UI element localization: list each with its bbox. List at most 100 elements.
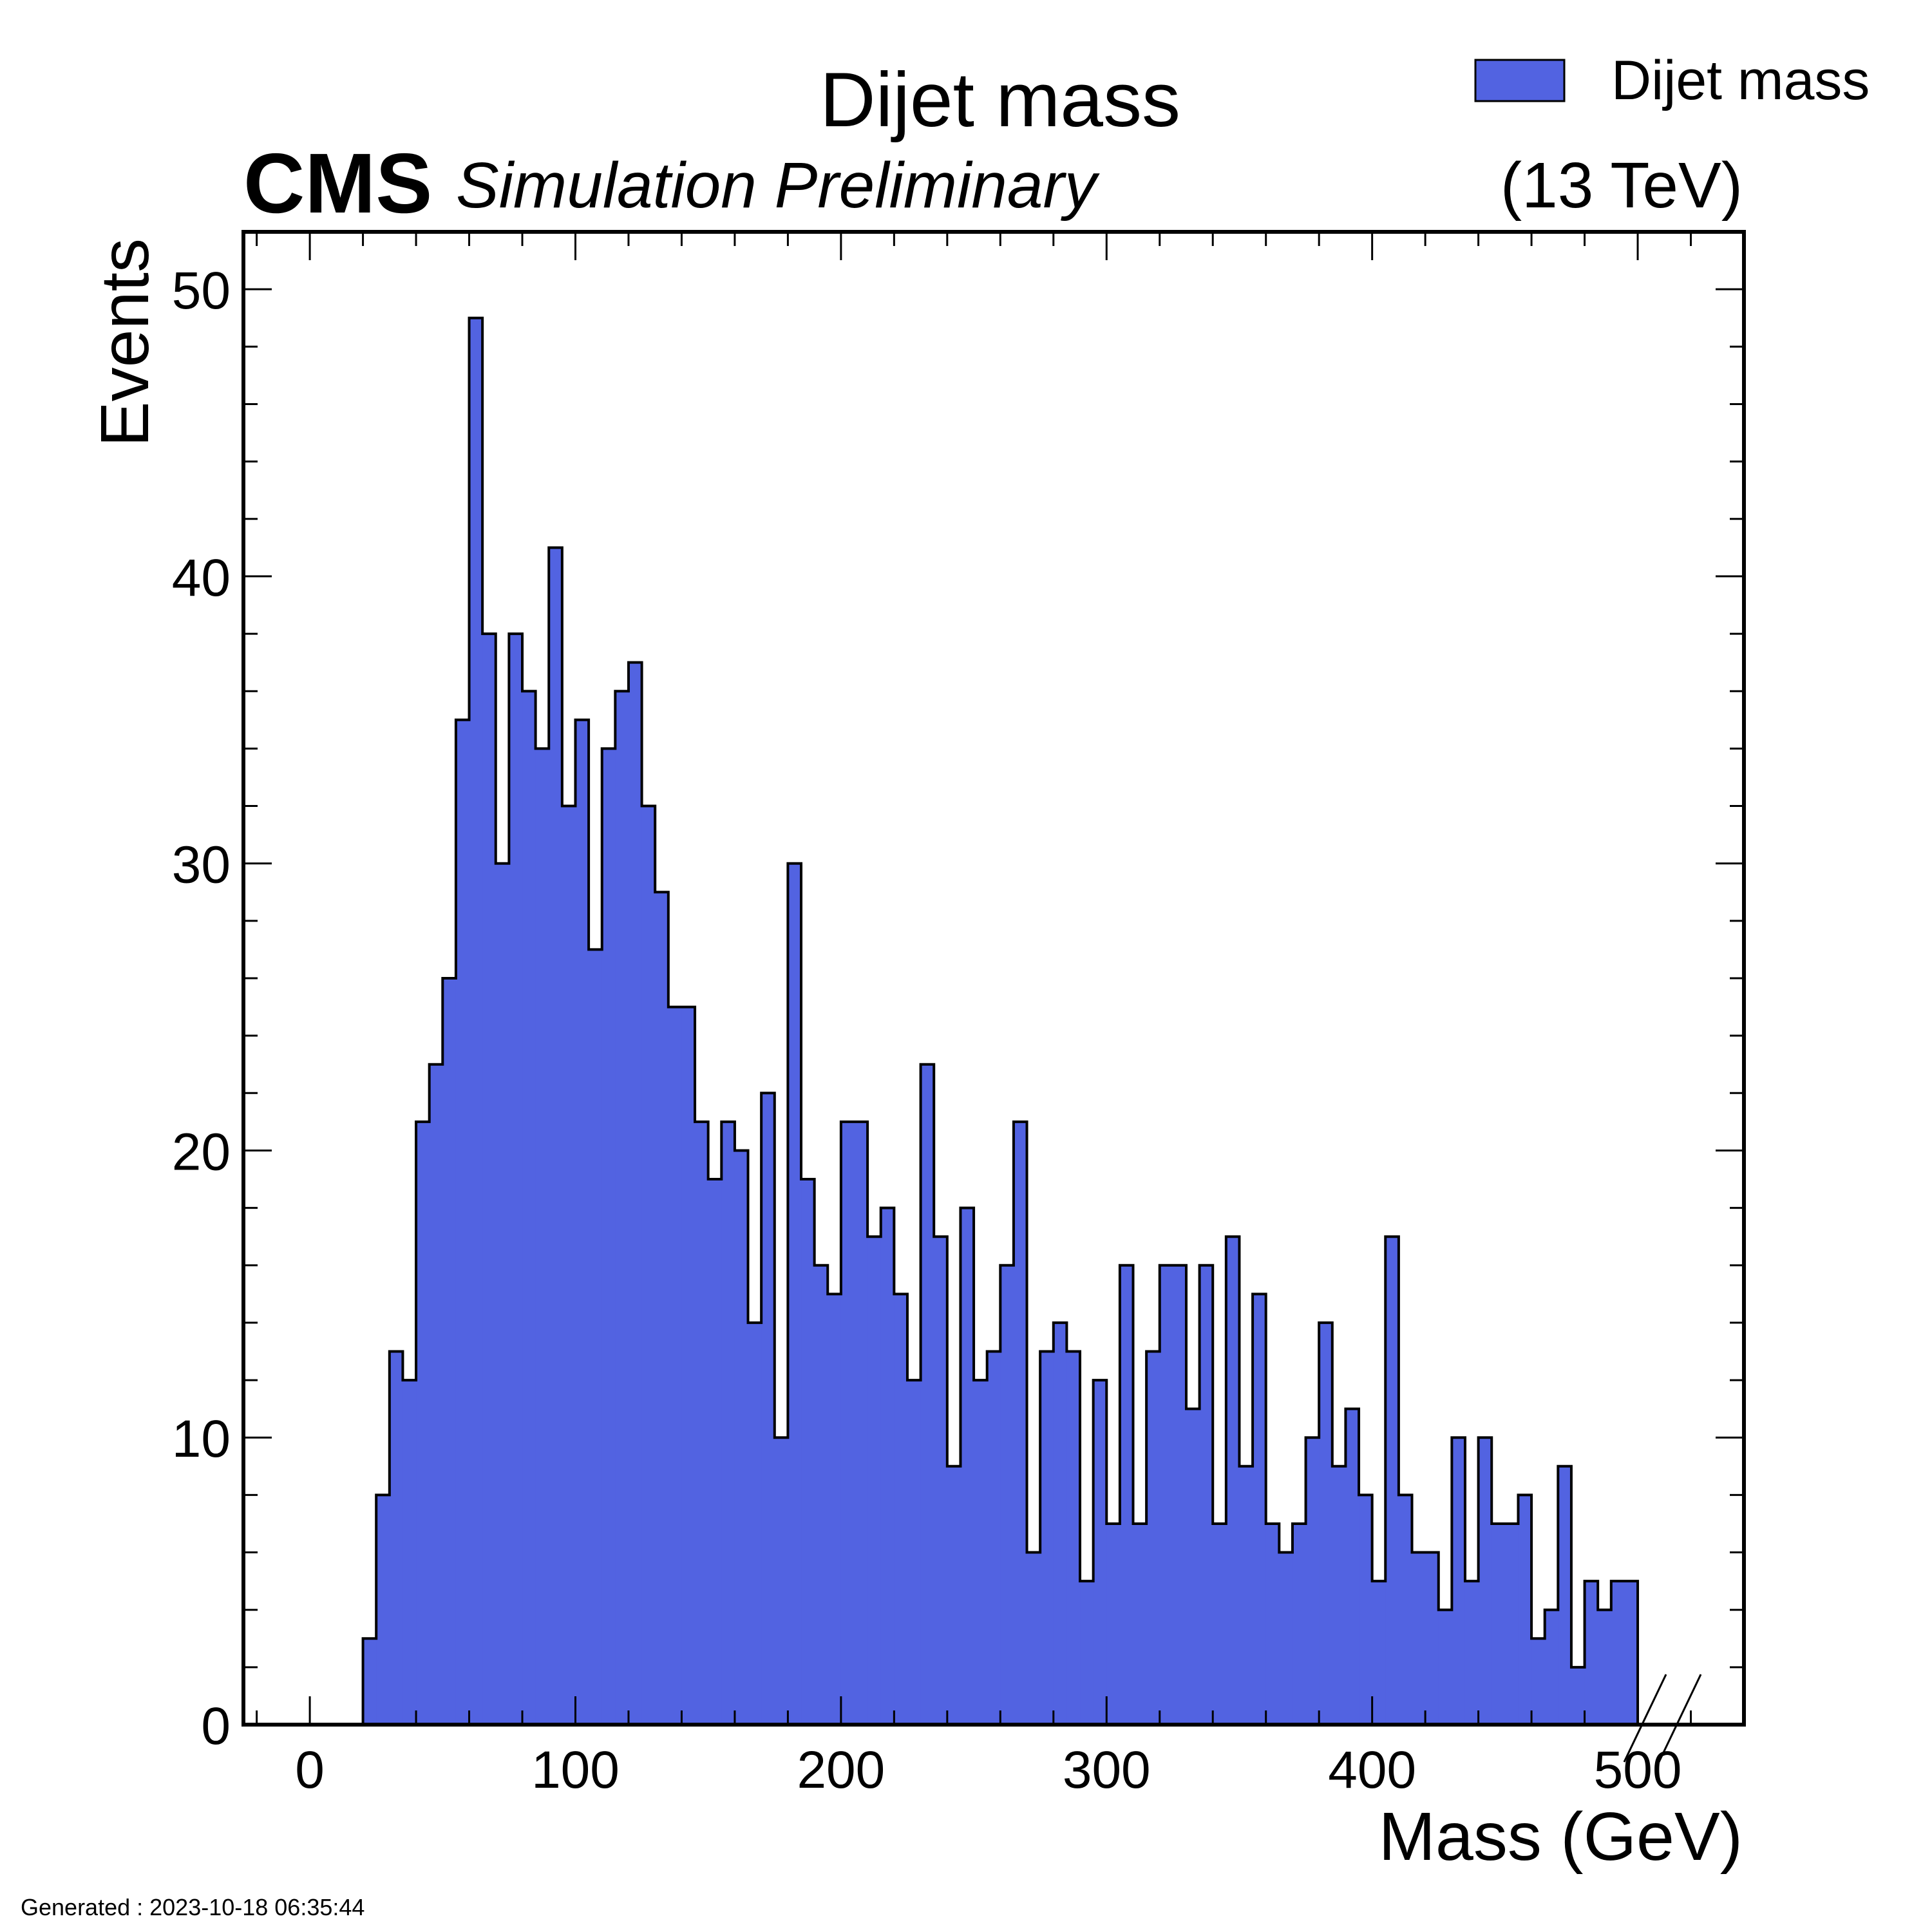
energy-label: (13 TeV) bbox=[1501, 149, 1743, 222]
histogram-bar bbox=[668, 1007, 683, 1725]
histogram-bar bbox=[1598, 1609, 1612, 1725]
x-tick-label: 300 bbox=[1063, 1741, 1151, 1799]
histogram-bar bbox=[1186, 1408, 1200, 1725]
histogram-bar bbox=[469, 317, 483, 1725]
histogram-bar bbox=[681, 1007, 696, 1725]
histogram-bar bbox=[1159, 1265, 1173, 1725]
histogram-bar bbox=[1412, 1552, 1426, 1725]
histogram-bar bbox=[363, 1638, 377, 1725]
histogram-bars bbox=[363, 317, 1638, 1725]
histogram-bar bbox=[1173, 1265, 1187, 1725]
histogram-bar bbox=[522, 691, 536, 1725]
histogram-bar bbox=[920, 1064, 934, 1725]
histogram-bar bbox=[1385, 1236, 1399, 1725]
histogram-bar bbox=[1093, 1380, 1107, 1725]
histogram-bar bbox=[814, 1265, 828, 1725]
histogram-bar bbox=[535, 748, 549, 1725]
y-axis-ticks bbox=[243, 231, 1744, 1726]
histogram-bar bbox=[828, 1294, 842, 1725]
histogram-outline bbox=[361, 316, 1640, 1725]
legend-swatch bbox=[1474, 59, 1566, 102]
histogram-bar bbox=[509, 634, 523, 1725]
histogram-bar bbox=[1239, 1466, 1253, 1725]
y-tick-label: 20 bbox=[172, 1122, 231, 1181]
histogram-bar bbox=[1464, 1581, 1479, 1725]
histogram-bar bbox=[1279, 1552, 1293, 1725]
generated-timestamp: Generated : 2023-10-18 06:35:44 bbox=[21, 1894, 365, 1920]
chart-title: Dijet mass bbox=[820, 57, 1180, 143]
y-tick-label: 50 bbox=[172, 261, 231, 320]
histogram-bar bbox=[934, 1236, 948, 1725]
histogram-bar bbox=[1080, 1581, 1094, 1725]
histogram-bar bbox=[549, 547, 563, 1725]
histogram-bar bbox=[589, 949, 603, 1725]
histogram-bar bbox=[1452, 1437, 1466, 1725]
histogram-bar bbox=[1226, 1236, 1240, 1725]
histogram-bar bbox=[1571, 1667, 1586, 1725]
axis-break-marks bbox=[1623, 1674, 1702, 1763]
histogram-bar bbox=[1319, 1322, 1333, 1725]
histogram-bar bbox=[748, 1322, 762, 1725]
histogram-bar bbox=[389, 1351, 404, 1725]
histogram-bar bbox=[1531, 1638, 1546, 1725]
histogram-bar bbox=[1066, 1351, 1081, 1725]
histogram-bar bbox=[601, 748, 616, 1725]
x-tick-label: 400 bbox=[1328, 1741, 1416, 1799]
histogram-bar bbox=[695, 1121, 709, 1725]
legend-label: Dijet mass bbox=[1611, 50, 1870, 111]
histogram-bar bbox=[1544, 1609, 1558, 1725]
histogram-bar bbox=[1199, 1265, 1213, 1725]
histogram-bar bbox=[1504, 1523, 1519, 1725]
histogram-bar bbox=[402, 1380, 417, 1725]
histogram-bar bbox=[1584, 1581, 1598, 1725]
histogram-bar bbox=[1305, 1437, 1320, 1725]
histogram-bar bbox=[1332, 1466, 1347, 1725]
histogram-bar bbox=[761, 1093, 775, 1725]
histogram-bar bbox=[960, 1208, 974, 1725]
x-tick-label: 0 bbox=[295, 1741, 325, 1799]
y-tick-label: 10 bbox=[172, 1410, 231, 1468]
histogram-bar bbox=[575, 719, 589, 1725]
histogram-bar bbox=[1040, 1351, 1054, 1725]
y-tick-label: 30 bbox=[172, 836, 231, 895]
histogram-bar bbox=[1359, 1495, 1373, 1725]
histogram-bar bbox=[907, 1380, 922, 1725]
y-tick-label: 0 bbox=[201, 1697, 231, 1756]
x-tick-label: 200 bbox=[797, 1741, 885, 1799]
histogram-bar bbox=[455, 719, 470, 1725]
x-tick-label: 500 bbox=[1594, 1741, 1682, 1799]
experiment-label: CMS bbox=[243, 136, 432, 231]
x-axis-tick-labels: 0 100 200 300 400 500 bbox=[295, 1741, 1681, 1799]
histogram-bar bbox=[1119, 1265, 1134, 1725]
histogram-bar bbox=[1478, 1437, 1492, 1725]
histogram-bar bbox=[854, 1121, 868, 1725]
histogram-bar bbox=[987, 1351, 1001, 1725]
histogram-bar bbox=[562, 806, 576, 1725]
histogram-bar bbox=[1133, 1523, 1147, 1725]
y-axis-tick-labels: 0 10 20 30 40 50 bbox=[172, 261, 231, 1756]
histogram-bar bbox=[1053, 1322, 1068, 1725]
x-axis-label: Mass (GeV) bbox=[1379, 1799, 1743, 1875]
histogram-bar bbox=[1558, 1466, 1572, 1725]
histogram-bar bbox=[788, 863, 802, 1725]
histogram-bar bbox=[442, 978, 457, 1725]
histogram-bar bbox=[416, 1121, 430, 1725]
histogram-bar bbox=[774, 1437, 788, 1725]
histogram-bar bbox=[1425, 1552, 1439, 1725]
histogram-bar bbox=[708, 1179, 722, 1725]
histogram-bar bbox=[867, 1236, 882, 1725]
histogram-bar bbox=[1146, 1351, 1160, 1725]
histogram-bar bbox=[721, 1121, 735, 1725]
histogram-bar bbox=[734, 1150, 749, 1725]
histogram-bar bbox=[1518, 1495, 1532, 1725]
histogram-bar bbox=[801, 1179, 815, 1725]
histogram-bar bbox=[1027, 1552, 1041, 1725]
histogram-bar bbox=[947, 1466, 961, 1725]
x-tick-label: 100 bbox=[531, 1741, 620, 1799]
histogram-bar bbox=[628, 662, 643, 1725]
histogram-bar bbox=[1372, 1581, 1386, 1725]
histogram-bar bbox=[974, 1380, 988, 1725]
histogram-bar bbox=[376, 1495, 390, 1725]
histogram-bar bbox=[1000, 1265, 1014, 1725]
histogram-bar bbox=[482, 634, 497, 1725]
